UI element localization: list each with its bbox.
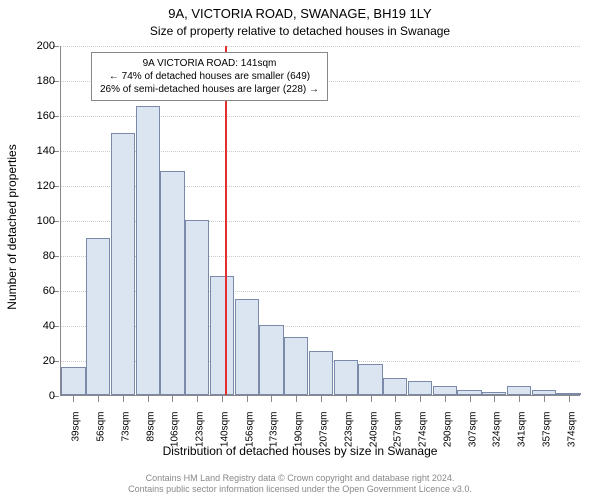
y-tick-label: 100 <box>37 215 55 227</box>
annotation-line1: 9A VICTORIA ROAD: 141sqm <box>100 57 319 70</box>
y-tick-label: 60 <box>43 285 55 297</box>
histogram-bar <box>457 390 481 395</box>
x-tick <box>73 396 74 402</box>
histogram-bar <box>433 386 457 395</box>
histogram-bar <box>136 106 160 395</box>
histogram-bar <box>160 171 184 395</box>
footer-line2: Contains public sector information licen… <box>0 484 600 496</box>
x-tick <box>420 396 421 402</box>
histogram-bar <box>334 360 358 395</box>
histogram-bar <box>284 337 308 395</box>
histogram-bar <box>185 220 209 395</box>
x-tick <box>98 396 99 402</box>
x-tick <box>321 396 322 402</box>
x-tick <box>346 396 347 402</box>
histogram-bar <box>309 351 333 395</box>
x-tick <box>371 396 372 402</box>
plot-area: 02040608010012014016018020039sqm56sqm73s… <box>60 46 580 396</box>
y-tick-label: 40 <box>43 320 55 332</box>
footer-line1: Contains HM Land Registry data © Crown c… <box>0 473 600 485</box>
x-tick <box>271 396 272 402</box>
y-tick-label: 180 <box>37 75 55 87</box>
y-tick-label: 80 <box>43 250 55 262</box>
histogram-bar <box>210 276 234 395</box>
y-tick-label: 120 <box>37 180 55 192</box>
histogram-bar <box>86 238 110 396</box>
x-tick <box>123 396 124 402</box>
y-tick-label: 20 <box>43 355 55 367</box>
x-tick <box>172 396 173 402</box>
x-tick <box>569 396 570 402</box>
x-tick <box>296 396 297 402</box>
y-tick-label: 140 <box>37 145 55 157</box>
x-tick <box>222 396 223 402</box>
x-tick <box>544 396 545 402</box>
histogram-bar <box>111 133 135 396</box>
y-tick-label: 200 <box>37 40 55 52</box>
annotation-box: 9A VICTORIA ROAD: 141sqm ← 74% of detach… <box>91 52 328 101</box>
x-tick <box>395 396 396 402</box>
x-tick <box>247 396 248 402</box>
x-tick <box>519 396 520 402</box>
histogram-bar <box>358 364 382 396</box>
chart-title-line1: 9A, VICTORIA ROAD, SWANAGE, BH19 1LY <box>0 6 600 21</box>
x-tick <box>197 396 198 402</box>
histogram-bar <box>61 367 85 395</box>
histogram-bar <box>507 386 531 395</box>
y-tick-label: 0 <box>49 390 55 402</box>
x-tick <box>445 396 446 402</box>
y-tick-label: 160 <box>37 110 55 122</box>
histogram-bar <box>408 381 432 395</box>
histogram-bar <box>259 325 283 395</box>
chart-title-line2: Size of property relative to detached ho… <box>0 24 600 38</box>
x-tick <box>494 396 495 402</box>
annotation-line2: ← 74% of detached houses are smaller (64… <box>100 70 319 83</box>
chart-container: 9A, VICTORIA ROAD, SWANAGE, BH19 1LY Siz… <box>0 0 600 500</box>
x-tick <box>148 396 149 402</box>
footer-text: Contains HM Land Registry data © Crown c… <box>0 473 600 496</box>
histogram-bar <box>235 299 259 395</box>
x-axis-label: Distribution of detached houses by size … <box>0 444 600 458</box>
histogram-bar <box>532 390 556 395</box>
histogram-bar <box>556 393 580 395</box>
gridline <box>61 46 580 47</box>
histogram-bar <box>383 378 407 396</box>
annotation-line3: 26% of semi-detached houses are larger (… <box>100 83 319 96</box>
x-tick <box>470 396 471 402</box>
y-axis-label: Number of detached properties <box>5 144 19 309</box>
histogram-bar <box>482 392 506 396</box>
